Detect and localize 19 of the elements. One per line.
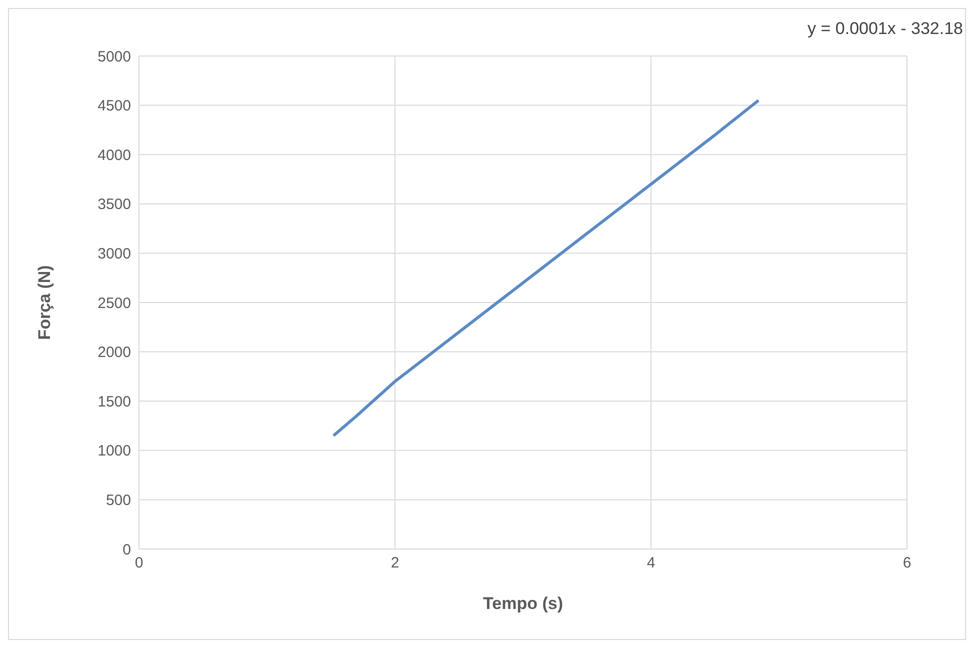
y-tick-label: 2000 [98,344,131,362]
text: y = 0.0001x - 332.18 [808,19,963,39]
y-tick-label: 1500 [98,393,131,410]
y-tick-label: 4500 [98,98,131,115]
y-tick-label: 3500 [98,196,131,214]
y-tick-label: 500 [106,492,131,510]
x-tick-label: 6 [902,554,912,572]
y-tick-label: 5000 [98,48,131,66]
y-tick-label: 4000 [98,146,131,164]
x-tick-label: 2 [390,554,400,572]
y-tick-label: 2500 [98,294,131,312]
x-tick-label: 4 [646,554,656,572]
line-series [332,98,760,438]
y-tick-label: 1000 [98,442,131,460]
y-tick-label: 0 [122,541,131,558]
x-tick-label: 0 [134,554,144,572]
y-axis-title: Força (N) [35,265,54,340]
y-tick-label: 3000 [98,246,131,263]
x-axis-title: Tempo (s) [483,594,563,613]
